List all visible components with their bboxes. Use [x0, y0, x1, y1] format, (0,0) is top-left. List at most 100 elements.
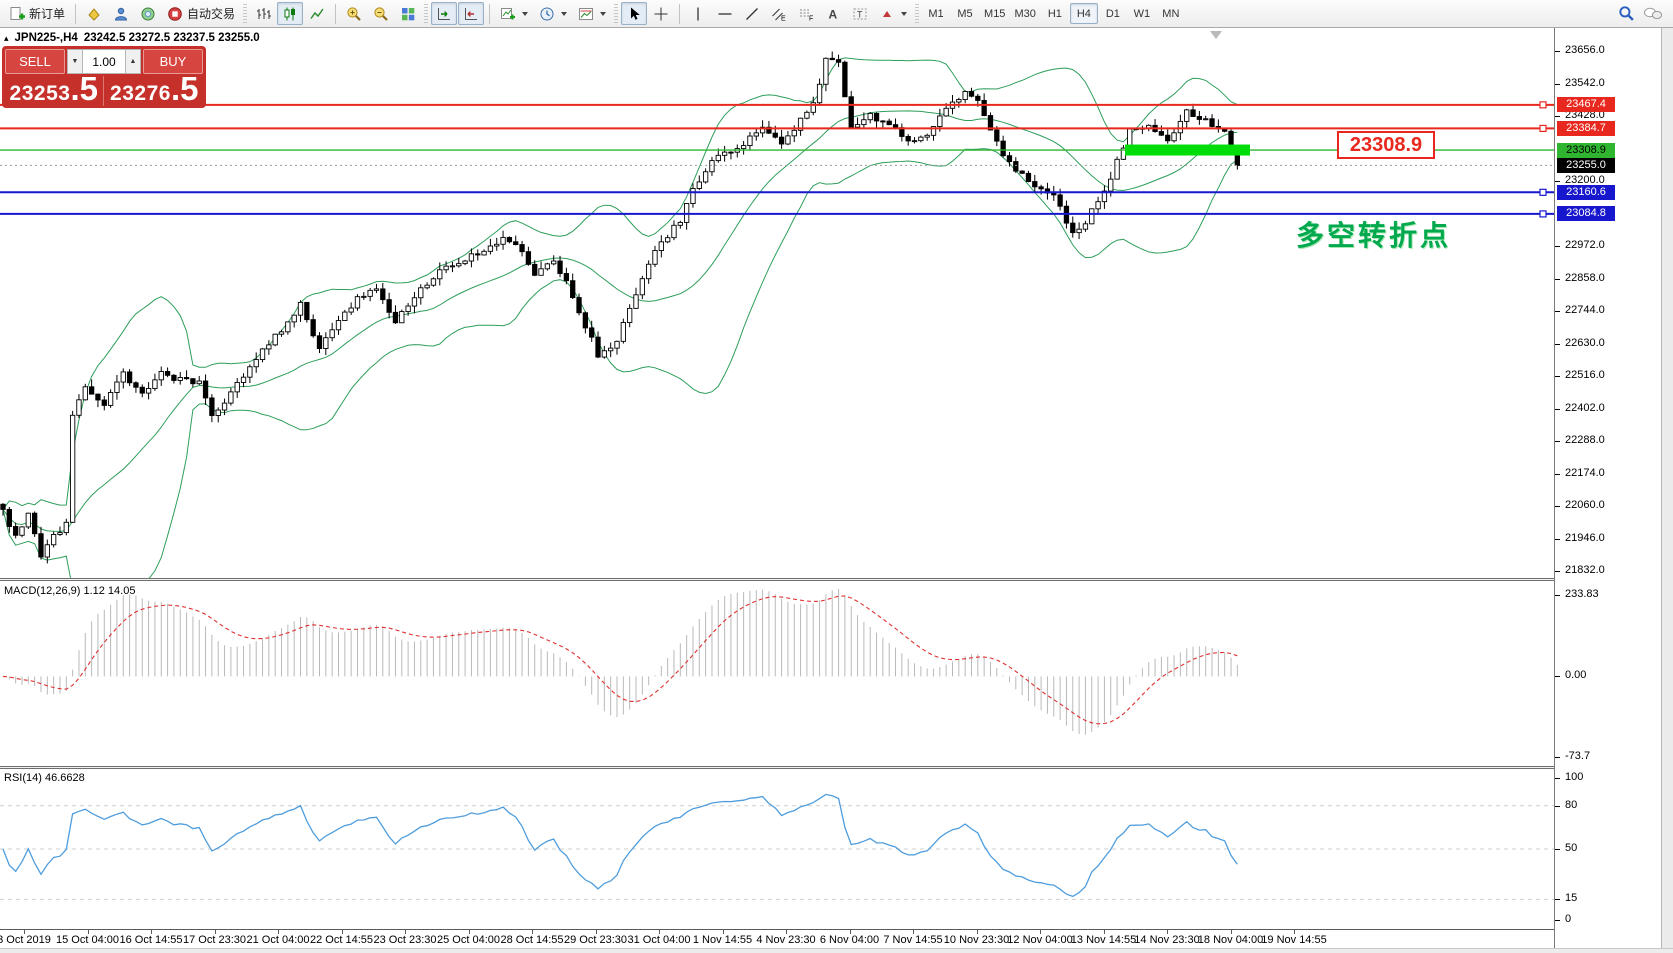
axis-tick [1555, 441, 1560, 443]
horizontal-line-button[interactable] [712, 2, 738, 25]
panel-splitter[interactable] [0, 766, 1673, 769]
price-tick-label: 22630.0 [1565, 336, 1605, 349]
time-tick-label: 10 Nov 23:30 [943, 934, 1010, 946]
time-tick [786, 930, 787, 934]
sell-price-display[interactable]: 23253 .5 [5, 72, 104, 106]
timeframe-button[interactable]: M15 [984, 7, 1006, 20]
tile-windows-button[interactable] [395, 2, 421, 25]
arrows-dropdown-caret [901, 11, 908, 16]
time-tick-label: 19 Nov 14:55 [1261, 934, 1327, 946]
data-window-icon [141, 7, 155, 20]
indicators-dropdown-caret [522, 11, 529, 16]
price-tick-label: 21832.0 [1565, 564, 1605, 577]
time-tick-label: 22 Oct 14:55 [310, 934, 373, 946]
level-line-23467.4[interactable] [0, 101, 1554, 109]
rsi-label: RSI(14) 46.6628 [4, 772, 85, 784]
timeframe-button[interactable]: M5 [957, 7, 973, 20]
macd-axis-label: -73.7 [1565, 750, 1591, 762]
text-label-icon: T [853, 8, 867, 19]
zoom-in-button[interactable] [341, 2, 367, 25]
rsi-chart [0, 793, 1554, 900]
equidistant-channel-button[interactable]: E [766, 2, 792, 25]
cursor-button[interactable] [621, 2, 648, 25]
time-tick [532, 930, 533, 934]
timeframe-button[interactable]: D1 [1105, 7, 1120, 20]
timeframe-button[interactable]: M30 [1014, 7, 1036, 20]
axis-tick [1555, 246, 1560, 248]
time-tick-label: 1 Nov 14:55 [692, 934, 753, 946]
volume-up-button[interactable]: ▲ [125, 49, 141, 74]
timeframe-button[interactable]: H4 [1069, 3, 1098, 24]
text-button[interactable]: A [820, 2, 846, 25]
line-chart-button[interactable] [304, 2, 330, 25]
timeframe-button[interactable]: M1 [928, 7, 944, 20]
new-order-button[interactable]: 新订单 [4, 2, 70, 25]
fibonacci-button[interactable]: F [793, 2, 819, 25]
time-tick-label: 12 Nov 04:00 [1007, 934, 1073, 946]
zoom-out-icon [374, 6, 388, 21]
timeframe-button[interactable]: W1 [1133, 7, 1151, 20]
bar-chart-button[interactable] [250, 2, 276, 25]
arrows-button[interactable] [874, 2, 912, 25]
svg-text:A: A [829, 7, 838, 21]
time-tick [405, 930, 406, 934]
ohlc-collapse-arrow[interactable]: ▴ [4, 32, 9, 43]
chat-icon[interactable] [1643, 5, 1663, 22]
trendline-button[interactable] [739, 2, 765, 25]
price-tick-label: 23200.0 [1565, 174, 1605, 187]
axis-tick [1555, 849, 1560, 850]
candles [0, 51, 1241, 580]
auto-scroll-button[interactable] [431, 2, 458, 25]
market-watch-button[interactable] [81, 2, 107, 25]
level-line-23084.8[interactable] [0, 210, 1554, 218]
templates-button[interactable] [573, 2, 611, 25]
level-line-23160.6[interactable] [0, 188, 1554, 196]
indicators-button[interactable] [495, 2, 533, 25]
rsi-panel[interactable]: RSI(14) 46.6628 [0, 769, 1554, 929]
chinese-annotation[interactable]: 多空转折点 [1296, 220, 1452, 251]
tile-windows-icon [402, 7, 415, 20]
crosshair-button[interactable] [648, 2, 674, 25]
price-callout-box[interactable]: 23308.9 [1337, 131, 1435, 159]
volume-down-button[interactable]: ▼ [67, 49, 83, 74]
search-icon[interactable] [1618, 5, 1635, 22]
rsi-axis-label: 100 [1565, 771, 1584, 783]
time-tick [722, 930, 724, 934]
buy-button[interactable]: BUY [143, 49, 203, 74]
periods-button[interactable] [534, 2, 572, 25]
buy-price-display[interactable]: 23276 .5 [105, 72, 203, 106]
main-toolbar: 新订单 自动交易 [0, 0, 1673, 28]
candlestick-chart[interactable] [0, 28, 1554, 580]
price-axis[interactable]: 23656.0 23542.0 23428.0 23200.0 22972.0 22858… [1554, 28, 1661, 953]
templates-dropdown-caret [600, 11, 607, 16]
macd-panel[interactable]: MACD(12,26,9) 1.12 14.05 [0, 582, 1554, 766]
time-tick [278, 930, 279, 934]
time-axis[interactable]: 3 Oct 2019 15 Oct 04:00 16 Oct 14:55 17 Oct… [0, 929, 1554, 947]
timeframe-button[interactable]: MN [1162, 7, 1180, 20]
text-label-button[interactable]: T [847, 2, 873, 25]
time-tick [214, 930, 216, 934]
profiles-button[interactable] [108, 2, 134, 25]
chart-shift-button[interactable] [458, 2, 485, 25]
sell-button[interactable]: SELL [5, 49, 65, 74]
axis-tick [1555, 473, 1560, 475]
candlestick-chart-button[interactable] [277, 2, 304, 25]
level-line-23384.7[interactable] [0, 124, 1554, 133]
rsi-axis-label: 80 [1565, 798, 1578, 811]
axis-tick [1555, 676, 1560, 678]
axis-tick [1555, 116, 1560, 118]
vertical-line-button[interactable] [685, 2, 711, 25]
main-chart-panel[interactable]: ▴ JPN225-,H4 23242.5 23272.5 23237.5 232… [0, 28, 1554, 580]
timeframe-button[interactable]: H1 [1047, 7, 1062, 20]
axis-tick [1555, 278, 1560, 280]
axis-tick [1555, 571, 1560, 573]
time-tick-label: 16 Oct 14:55 [119, 934, 183, 946]
volume-input[interactable] [83, 49, 125, 74]
panel-splitter[interactable] [0, 578, 1673, 581]
axis-tick [1555, 757, 1560, 758]
zoom-out-button[interactable] [368, 2, 394, 25]
green-highlight-bar[interactable] [1125, 144, 1250, 156]
chart-shift-marker[interactable] [1210, 31, 1222, 39]
data-window-button[interactable] [135, 2, 161, 25]
auto-trading-button[interactable]: 自动交易 [162, 2, 240, 25]
